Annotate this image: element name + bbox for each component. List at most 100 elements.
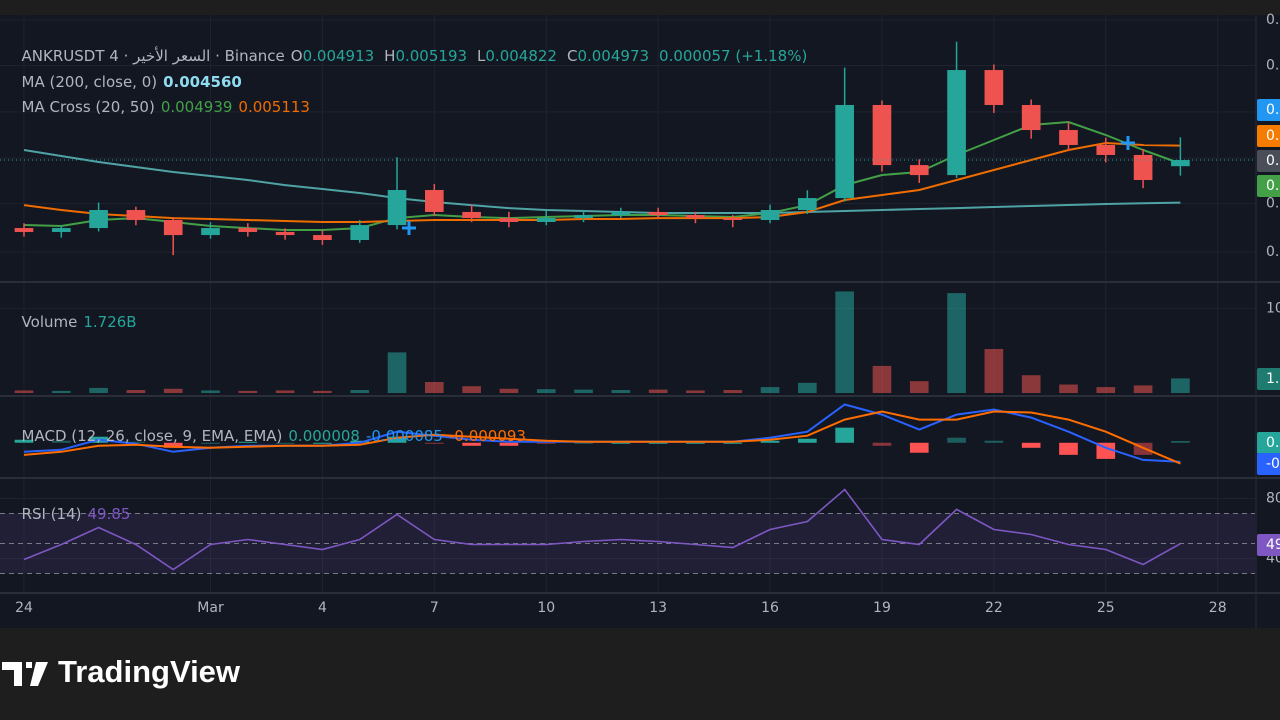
footer <box>0 628 1280 720</box>
volume-bar <box>798 382 817 393</box>
ohlc-value: 0.004973 <box>577 47 650 65</box>
histogram-bar <box>798 438 817 443</box>
ohlc-label: L <box>477 47 486 65</box>
histogram-bar <box>163 442 183 448</box>
candle-body <box>1021 104 1041 131</box>
histogram-bar <box>1059 442 1078 455</box>
histogram-bar <box>201 442 220 444</box>
macd-legend: MACD (12, 26, close, 9, EMA, EMA) 0.00000… <box>12 409 532 445</box>
x-tick-label: 22 <box>985 600 1003 616</box>
volume-bar <box>1021 375 1041 393</box>
rsi-line <box>23 488 1181 571</box>
price-tag <box>1257 368 1280 390</box>
candle-body <box>984 70 1004 105</box>
candle-body <box>536 218 556 222</box>
histogram-bar <box>499 442 519 446</box>
macd-value: 0.000008 <box>288 427 360 445</box>
candle-body <box>909 165 929 176</box>
candle-body <box>798 198 817 211</box>
volume-bar <box>1096 387 1116 393</box>
price-tag-label: 0.004973 <box>1266 153 1280 169</box>
volume-bar <box>1059 384 1078 393</box>
y-tick-label: 10B <box>1266 300 1280 316</box>
price-tag-label: 0.000008 <box>1266 435 1280 451</box>
histogram-bar <box>238 441 258 443</box>
volume-bar <box>499 388 519 393</box>
moving-average <box>23 141 1181 223</box>
x-tick-label: 19 <box>873 600 891 616</box>
y-tick-label: 0.00633 <box>1266 12 1280 28</box>
histogram-bar <box>760 440 780 443</box>
candle-body <box>947 70 966 176</box>
price-tag <box>1257 453 1280 475</box>
candle-body <box>462 211 481 219</box>
histogram-bar <box>1021 442 1041 448</box>
candle-body <box>1133 154 1153 181</box>
volume-bar <box>14 390 34 393</box>
price-tag <box>1257 534 1280 556</box>
candle-body <box>275 231 295 236</box>
ma-cross-value: 0.005113 <box>238 98 310 116</box>
x-tick-label: 25 <box>1097 600 1115 616</box>
rsi-legend: RSI (14) 49.85 <box>12 487 136 523</box>
histogram-bar <box>835 427 854 443</box>
y-tick-label: 0.00408 <box>1266 244 1280 260</box>
x-tick-label: Mar <box>197 600 224 616</box>
macd-line <box>23 410 1181 465</box>
volume-bar <box>201 390 220 393</box>
candle-body <box>1171 160 1190 167</box>
volume-bar <box>835 291 854 393</box>
volume-bar <box>872 365 892 393</box>
ohlc-value: 0.005193 <box>395 47 468 65</box>
candle-body <box>89 210 108 229</box>
candle-body <box>499 218 519 222</box>
y-tick-label: 0.00455 <box>1266 196 1280 212</box>
histogram-bar <box>387 436 407 443</box>
ohlc-label: O <box>290 47 303 65</box>
candle-body <box>163 220 183 236</box>
x-tick-label: 24 <box>15 600 33 616</box>
rsi-label: RSI (14) <box>21 505 82 523</box>
ma-legend: MA (200, close, 0) 0.004560 <box>12 55 248 91</box>
histogram-bar <box>14 439 34 443</box>
symbol: ANKRUSDT 4 · السعر الأخير · Binance <box>21 47 285 65</box>
candle-body <box>611 211 631 216</box>
histogram-bar <box>536 442 556 444</box>
brand-logo <box>2 662 48 686</box>
volume-bar <box>163 388 183 393</box>
x-tick-label: 16 <box>761 600 779 616</box>
volume-bar <box>611 390 631 393</box>
histogram-bar <box>947 437 966 443</box>
candle-body <box>350 225 370 241</box>
x-tick-label: 13 <box>649 600 667 616</box>
candle-body <box>1096 144 1116 155</box>
price-tag <box>1257 175 1280 197</box>
histogram-bar <box>275 442 295 444</box>
cross-marker <box>402 221 416 235</box>
candle-body <box>201 228 220 236</box>
price-tag-label: -0.000085 <box>1266 456 1280 472</box>
histogram-bar <box>909 442 929 453</box>
histogram-bar <box>126 441 146 443</box>
histogram-bar <box>984 440 1004 443</box>
histogram-bar <box>723 442 743 444</box>
y-tick-label: 80 <box>1266 491 1280 507</box>
histogram-bar <box>872 442 892 446</box>
ma-cross-label: MA Cross (20, 50) <box>21 98 155 116</box>
histogram-bar <box>313 442 332 444</box>
histogram-bar <box>648 442 668 444</box>
candle-body <box>723 218 743 221</box>
volume-bar <box>1171 378 1190 393</box>
price-tag <box>1257 150 1280 172</box>
histogram-bar <box>1171 440 1190 443</box>
volume-bar <box>686 390 705 393</box>
volume-bar <box>1133 385 1153 393</box>
x-tick-label: 28 <box>1209 600 1227 616</box>
histogram-bar <box>574 442 593 444</box>
macd-label: MACD (12, 26, close, 9, EMA, EMA) <box>21 427 283 445</box>
brand-name: TradingView <box>58 654 241 689</box>
candle-body <box>835 104 854 199</box>
histogram-bar <box>424 442 444 444</box>
x-tick-label: 10 <box>537 600 555 616</box>
